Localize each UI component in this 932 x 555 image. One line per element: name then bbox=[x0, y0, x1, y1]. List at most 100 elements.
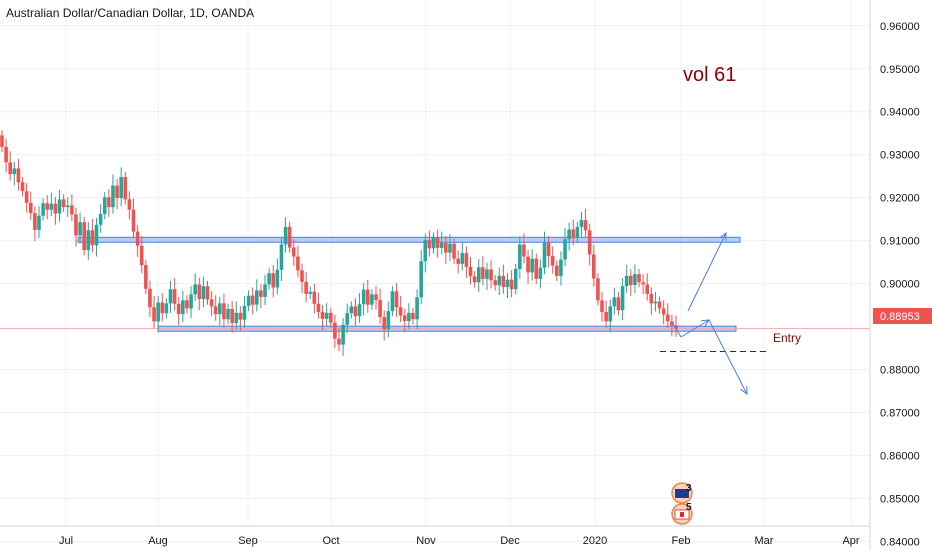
candle-body bbox=[308, 291, 313, 294]
candle-body bbox=[111, 185, 115, 208]
bounce-arrow bbox=[680, 319, 710, 338]
candle-body bbox=[542, 242, 547, 268]
candle-body bbox=[341, 324, 345, 345]
candle-body bbox=[70, 205, 74, 215]
candle-body bbox=[357, 304, 362, 317]
bounce-arrow-head bbox=[700, 319, 710, 327]
candle-body bbox=[587, 230, 592, 255]
candle-body bbox=[172, 289, 177, 304]
candle-body bbox=[604, 311, 608, 322]
candle-body bbox=[674, 325, 678, 329]
candle-body bbox=[82, 222, 86, 251]
event-badge-canada[interactable]: 5 bbox=[671, 502, 693, 525]
australia-flag-fill bbox=[675, 489, 689, 498]
candle-body bbox=[246, 295, 251, 306]
candle-body bbox=[456, 258, 460, 264]
bearish-target-arrow bbox=[708, 319, 748, 395]
candle-body bbox=[201, 286, 206, 300]
candle-body bbox=[518, 244, 522, 269]
bullish-target-arrow-head bbox=[719, 231, 727, 242]
candle-body bbox=[275, 269, 280, 288]
candle-body bbox=[665, 314, 670, 322]
candle-body bbox=[489, 269, 493, 281]
candle-body bbox=[222, 303, 226, 320]
x-tick-label: Aug bbox=[148, 535, 168, 547]
x-tick-label: Oct bbox=[322, 535, 339, 547]
candle-body bbox=[33, 213, 37, 230]
candle-body bbox=[98, 213, 103, 225]
candle-body bbox=[74, 214, 78, 236]
candle-body bbox=[505, 279, 510, 288]
x-tick-label: Mar bbox=[755, 535, 774, 547]
candle-body bbox=[181, 300, 185, 315]
candle-body bbox=[415, 297, 419, 320]
candle-body bbox=[657, 301, 662, 309]
resistance-zone bbox=[77, 236, 741, 243]
candle-body bbox=[226, 308, 230, 320]
y-tick-label: 0.87000 bbox=[880, 408, 920, 420]
candle-body bbox=[423, 240, 428, 262]
candle-body bbox=[57, 199, 62, 214]
event-count-australia: 3 bbox=[686, 483, 692, 494]
candle-body bbox=[411, 312, 415, 320]
candle-body bbox=[168, 289, 173, 304]
candle-body bbox=[608, 306, 613, 322]
candle-body bbox=[12, 168, 17, 175]
candle-body bbox=[238, 312, 243, 320]
candle-body bbox=[645, 284, 650, 294]
candle-body bbox=[345, 313, 350, 325]
candle-body bbox=[559, 259, 563, 276]
candle-body bbox=[670, 321, 674, 326]
current-price-label-bg bbox=[873, 308, 932, 324]
candle-body bbox=[370, 294, 374, 305]
candle-body bbox=[287, 226, 292, 248]
candle-body bbox=[8, 162, 13, 175]
candle-body bbox=[427, 240, 432, 249]
candle-body bbox=[460, 253, 465, 264]
candle-body bbox=[135, 231, 140, 246]
candle-body bbox=[612, 297, 617, 307]
bearish-target-arrow-head bbox=[740, 385, 748, 396]
candle-body bbox=[218, 303, 222, 315]
candle-body bbox=[476, 267, 481, 283]
y-tick-label: 0.90000 bbox=[880, 279, 920, 291]
candle-body bbox=[386, 311, 391, 330]
candle-body bbox=[382, 317, 387, 330]
candle-body bbox=[624, 275, 629, 287]
candle-body bbox=[361, 289, 366, 305]
candle-body bbox=[444, 242, 448, 253]
candle-body bbox=[452, 243, 456, 259]
candle-body bbox=[148, 288, 152, 308]
candle-body bbox=[628, 275, 633, 285]
candle-body bbox=[407, 312, 411, 321]
candle-body bbox=[41, 203, 45, 216]
candle-body bbox=[579, 220, 584, 227]
entry-annotation: Entry bbox=[773, 331, 801, 345]
x-tick-label: Apr bbox=[842, 535, 859, 547]
candle-body bbox=[24, 191, 29, 203]
candle-body bbox=[337, 338, 341, 345]
y-tick-label: 0.91000 bbox=[880, 236, 920, 248]
x-tick-label: Jul bbox=[59, 535, 73, 547]
candle-body bbox=[402, 315, 407, 321]
bullish-target-arrow bbox=[687, 232, 727, 312]
event-badge-australia[interactable]: 3 bbox=[671, 482, 693, 504]
candle-body bbox=[448, 243, 452, 253]
candle-body bbox=[316, 303, 321, 312]
x-tick-label: Dec bbox=[500, 535, 520, 547]
candle-body bbox=[139, 245, 144, 266]
candle-body bbox=[86, 230, 91, 251]
candle-body bbox=[439, 242, 444, 248]
dip-arrow bbox=[671, 321, 682, 338]
candle-body bbox=[107, 197, 111, 208]
y-tick-label: 0.93000 bbox=[880, 150, 920, 162]
candle-body bbox=[513, 268, 518, 290]
candle-body bbox=[312, 291, 317, 304]
candle-body bbox=[550, 256, 555, 266]
candle-body bbox=[250, 295, 255, 305]
x-tick-label: 2020 bbox=[583, 535, 607, 547]
y-tick-label: 0.94000 bbox=[880, 107, 920, 119]
candle-body bbox=[538, 267, 543, 279]
